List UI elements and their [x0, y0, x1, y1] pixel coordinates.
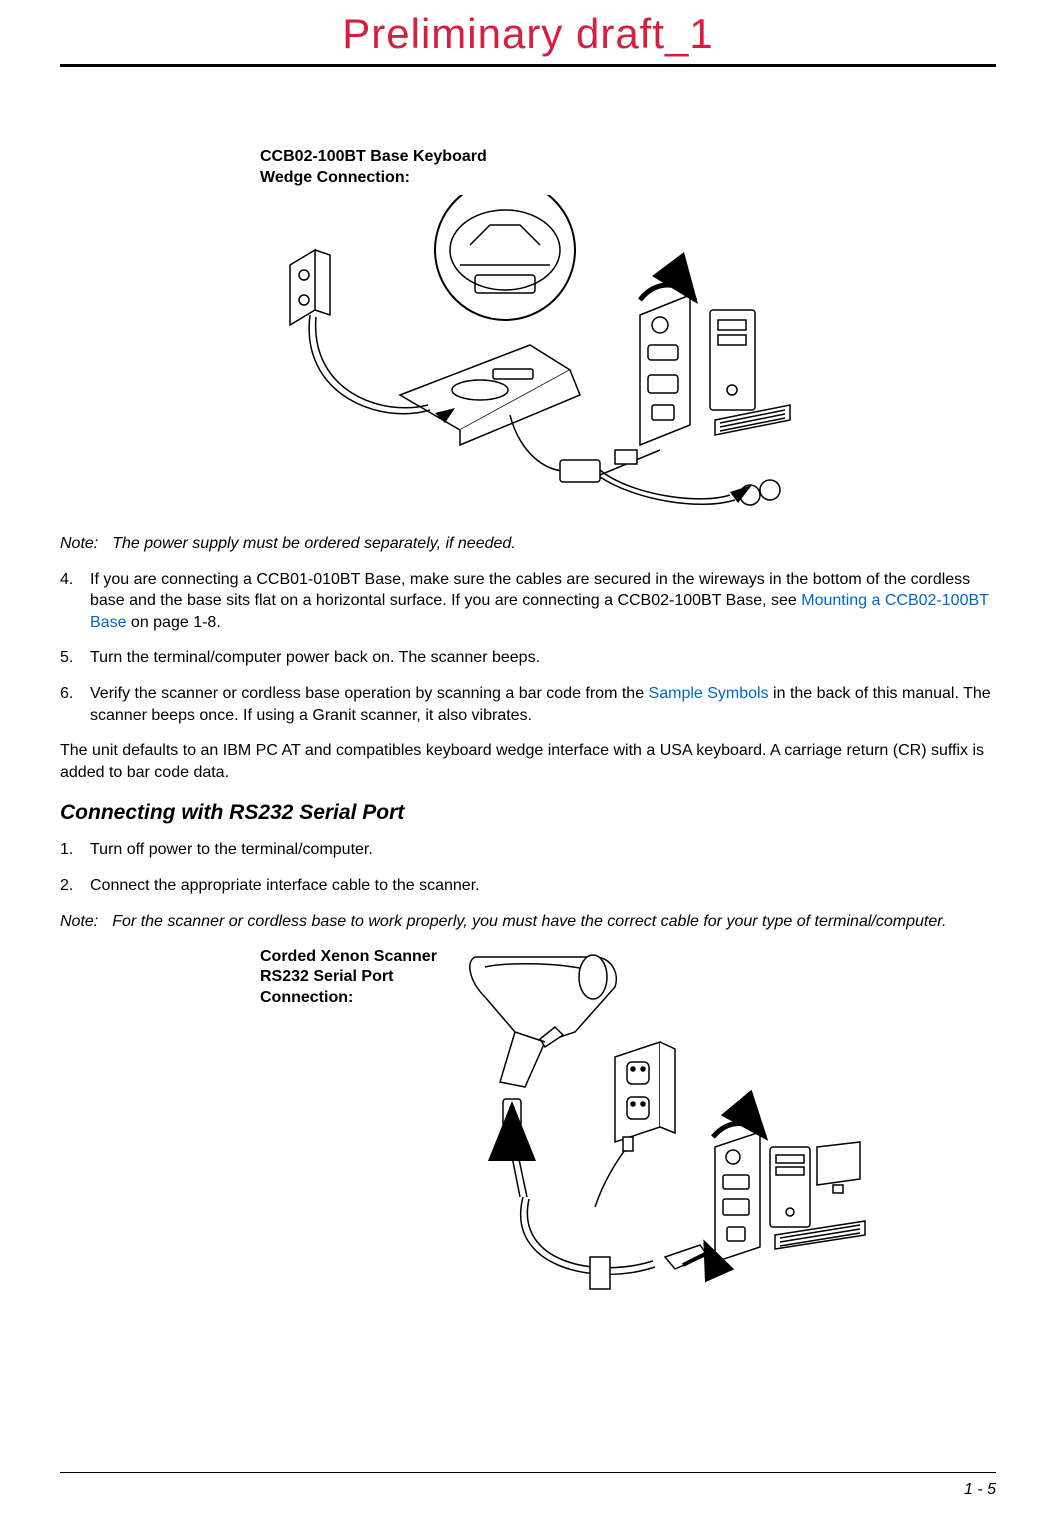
figure-1-title-line2: Wedge Connection:	[260, 169, 410, 186]
figure-2-title-line3: Connection:	[260, 989, 353, 1006]
step-6: 6. Verify the scanner or cordless base o…	[60, 683, 996, 726]
step-5: 5. Turn the terminal/computer power back…	[60, 647, 996, 669]
step-4: 4. If you are connecting a CCB01-010BT B…	[60, 569, 996, 634]
note-2: Note: For the scanner or cordless base t…	[60, 913, 996, 931]
defaults-paragraph: The unit defaults to an IBM PC AT and co…	[60, 740, 996, 783]
watermark-text: Preliminary draft_1	[60, 0, 996, 64]
page: Preliminary draft_1 CCB02-100BT Base Key…	[0, 0, 1056, 1523]
note-1: Note: The power supply must be ordered s…	[60, 535, 996, 553]
figure-1-diagram	[260, 195, 800, 515]
figure-2-title-line2: RS232 Serial Port	[260, 968, 393, 985]
figure-1-title: CCB02-100BT Base Keyboard Wedge Connecti…	[260, 147, 996, 189]
figure-1-block: CCB02-100BT Base Keyboard Wedge Connecti…	[60, 147, 996, 515]
rs-step-2-num: 2.	[60, 875, 82, 897]
figure-2-diagram	[445, 947, 875, 1297]
step-6-num: 6.	[60, 683, 82, 726]
step-6-text-a: Verify the scanner or cordless base oper…	[90, 685, 649, 702]
figure-2-title: Corded Xenon Scanner RS232 Serial Port C…	[260, 947, 437, 1291]
bottom-rule	[60, 1472, 996, 1473]
step-6-text: Verify the scanner or cordless base oper…	[90, 683, 996, 726]
note-1-label: Note:	[60, 535, 98, 553]
rs-step-2: 2. Connect the appropriate interface cab…	[60, 875, 996, 897]
rs-step-1-text: Turn off power to the terminal/computer.	[90, 839, 996, 861]
step-4-num: 4.	[60, 569, 82, 634]
step-4-text-b: on page 1-8.	[126, 614, 220, 631]
page-number: 1 - 5	[964, 1481, 996, 1499]
rs-step-2-text: Connect the appropriate interface cable …	[90, 875, 996, 897]
rs-step-1-num: 1.	[60, 839, 82, 861]
note-1-text: The power supply must be ordered separat…	[112, 535, 516, 553]
step-5-text: Turn the terminal/computer power back on…	[90, 647, 996, 669]
figure-1-title-line1: CCB02-100BT Base Keyboard	[260, 148, 487, 165]
step-5-num: 5.	[60, 647, 82, 669]
top-rule	[60, 64, 996, 67]
rs232-heading: Connecting with RS232 Serial Port	[60, 801, 996, 825]
sample-symbols-link[interactable]: Sample Symbols	[649, 685, 769, 702]
rs-step-1: 1. Turn off power to the terminal/comput…	[60, 839, 996, 861]
note-2-label: Note:	[60, 913, 98, 931]
note-2-text: For the scanner or cordless base to work…	[112, 913, 946, 931]
figure-2-block: Corded Xenon Scanner RS232 Serial Port C…	[260, 947, 996, 1297]
figure-2-title-line1: Corded Xenon Scanner	[260, 948, 437, 965]
step-4-text: If you are connecting a CCB01-010BT Base…	[90, 569, 996, 634]
